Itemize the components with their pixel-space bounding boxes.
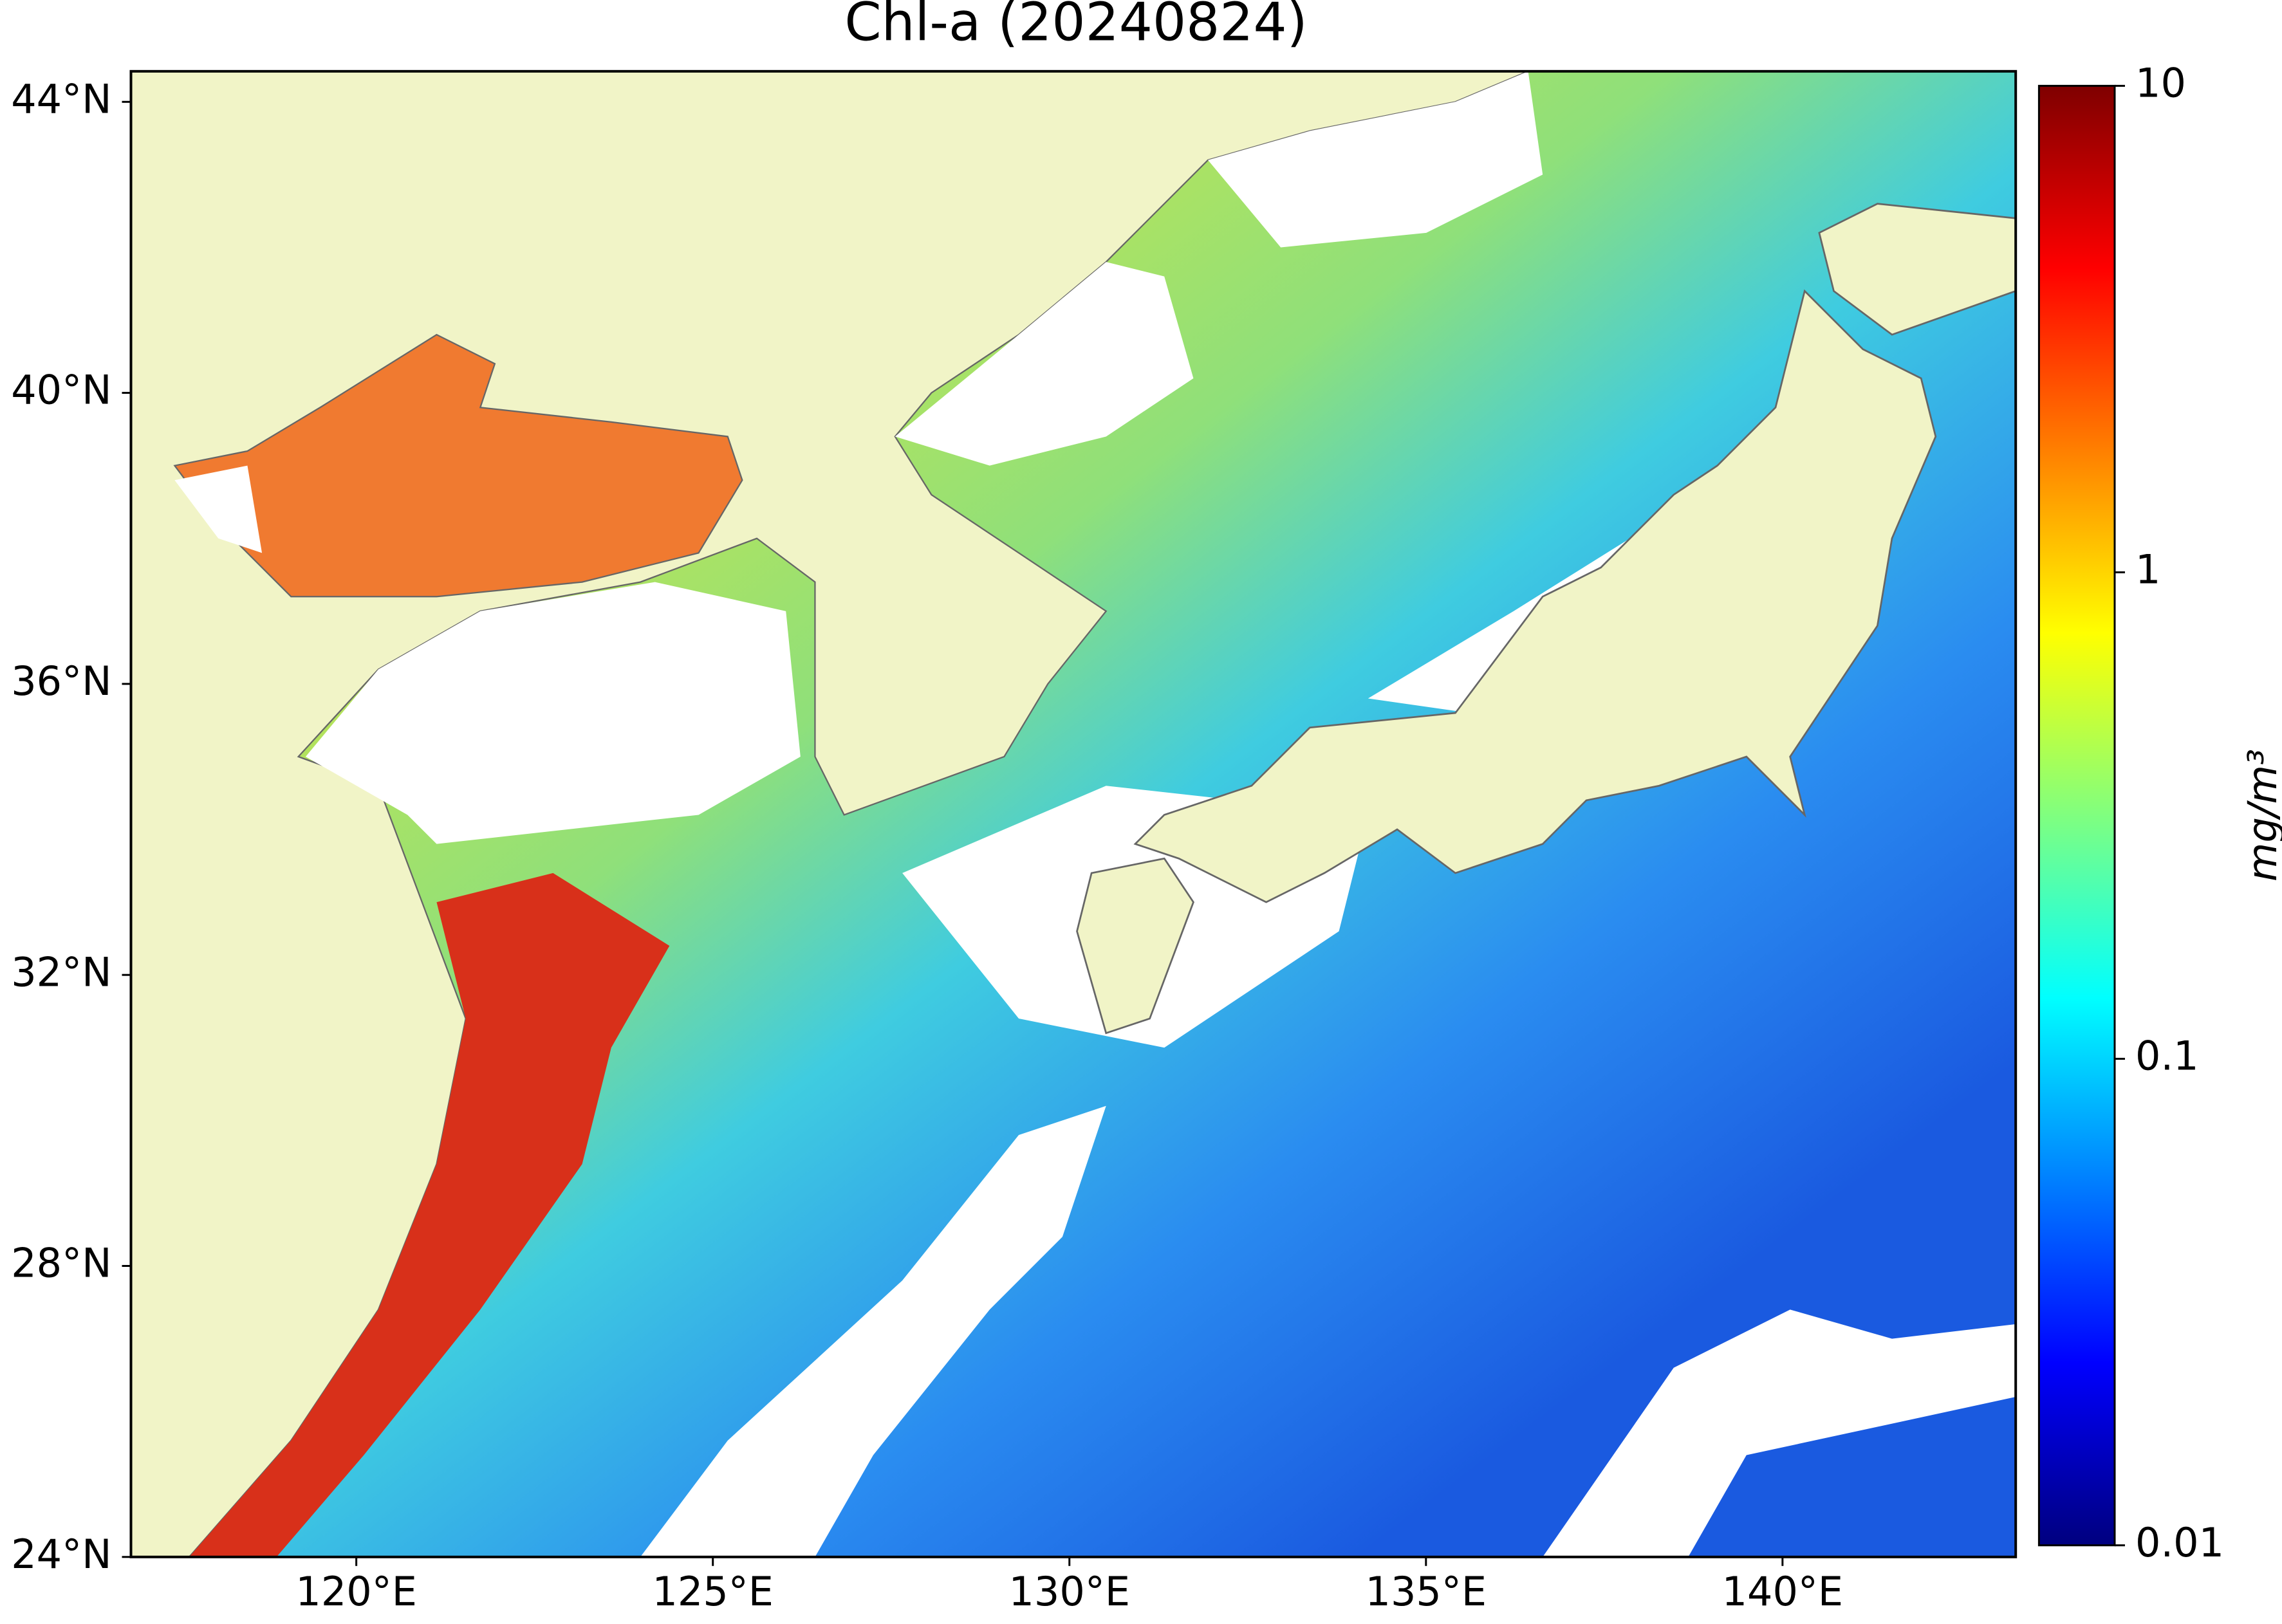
honshu [1133, 289, 1937, 903]
colorbar-label: mg/m³ [2239, 749, 2282, 881]
cloud [895, 262, 1194, 466]
bohai-sea [173, 333, 743, 598]
kyushu [1076, 857, 1194, 1035]
colorbar [2037, 84, 2116, 1547]
colorbar-tick-label: 10 [2135, 59, 2186, 106]
map-frame [129, 69, 2018, 1558]
colorbar-tick-label: 0.01 [2135, 1519, 2224, 1566]
y-tick-label: 36°N [11, 658, 111, 705]
x-tick-label: 130°E [1008, 1568, 1130, 1615]
map [131, 71, 2016, 1557]
cloud [305, 582, 801, 844]
y-tick-label: 40°N [11, 367, 111, 414]
colorbar-tick-label: 1 [2135, 546, 2160, 593]
y-tick-label: 44°N [11, 75, 111, 122]
cloud [640, 1105, 1106, 1557]
y-tick-label: 24°N [11, 1531, 111, 1578]
cloud [1543, 1309, 2016, 1557]
x-tick-label: 135°E [1366, 1568, 1487, 1615]
hokkaido [1818, 203, 2016, 336]
coastal-bloom [189, 872, 670, 1557]
y-tick-label: 28°N [11, 1240, 111, 1287]
x-tick-label: 125°E [652, 1568, 774, 1615]
x-tick-label: 120°E [295, 1568, 417, 1615]
chart-title: Chl-a (20240824) [844, 0, 1307, 53]
colorbar-tick-label: 0.1 [2135, 1033, 2199, 1080]
cloud [1208, 71, 1543, 248]
cloud [174, 465, 263, 553]
x-tick-label: 140°E [1722, 1568, 1844, 1615]
y-tick-label: 32°N [11, 948, 111, 995]
